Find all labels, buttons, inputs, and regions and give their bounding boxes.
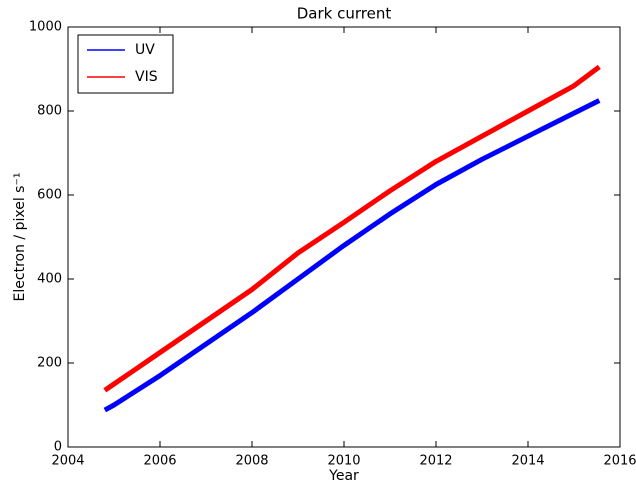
y-tick-label: 200 [37,356,62,371]
x-tick-label: 2004 [51,454,84,469]
x-tick-label: 2014 [511,454,544,469]
data-line [103,64,601,393]
y-tick-label: 1000 [29,20,62,35]
legend-label: VIS [135,69,158,85]
x-axis-label: Year [328,468,359,484]
x-tick-label: 2006 [143,454,176,469]
legend-label: UV [135,42,155,58]
x-tick-label: 2016 [603,454,636,469]
y-axis-label: Electron / pixel s⁻¹ [12,173,28,302]
y-tick-label: 0 [54,440,62,455]
y-tick-label: 600 [37,188,62,203]
data-line [103,98,601,413]
y-tick-label: 400 [37,272,62,287]
x-tick-label: 2012 [419,454,452,469]
legend-box [77,34,174,94]
x-tick-label: 2008 [235,454,268,469]
y-tick-label: 800 [37,104,62,119]
x-tick-label: 2010 [327,454,360,469]
chart-title: Dark current [297,5,392,23]
